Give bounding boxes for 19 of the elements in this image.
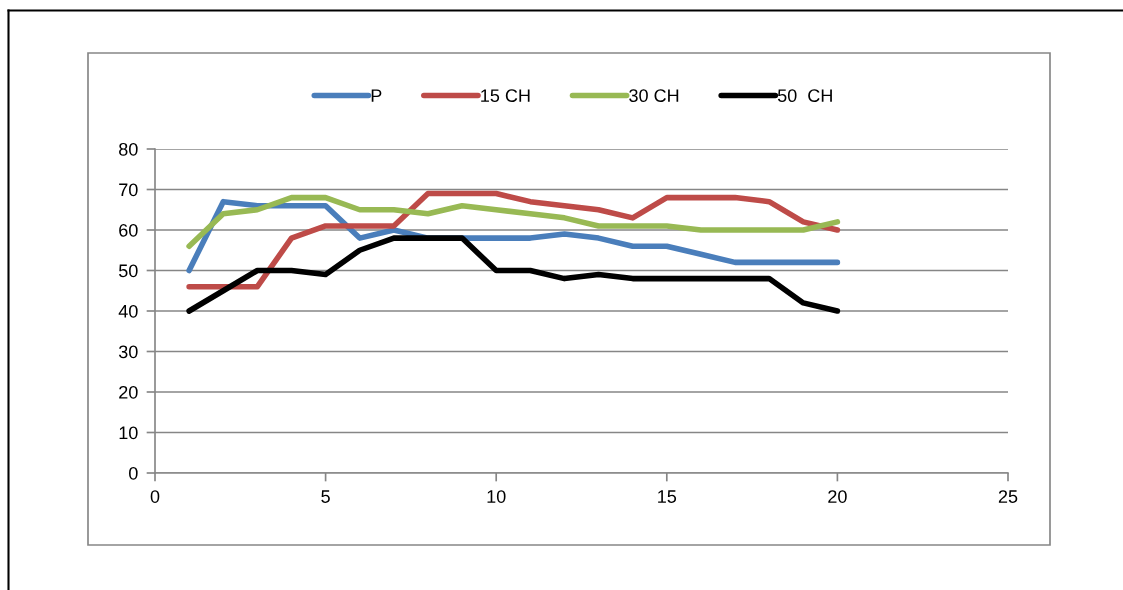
x-tick-label: 15 [658,490,677,503]
y-tick-label: 70 [119,183,138,197]
x-tick-label: 25 [998,490,1018,503]
legend-label: 50 CH [777,89,832,103]
legend-label: P [371,89,382,102]
y-tick-label: 30 [118,345,138,359]
y-tick-label: 50 [118,264,138,278]
x-tick-label: 0 [150,490,160,503]
y-tick-label: 0 [129,466,138,480]
x-tick-label: 20 [828,490,847,503]
y-tick-label: 60 [119,223,138,237]
x-tick-label: 5 [321,490,330,503]
y-tick-label: 80 [119,142,138,156]
legend-label: 15 CH [481,89,530,103]
legend-label: 30 CH [629,89,679,103]
y-tick-label: 40 [118,304,138,318]
x-tick-label: 10 [487,490,506,503]
y-tick-label: 20 [119,385,138,399]
y-tick-label: 10 [119,426,138,440]
